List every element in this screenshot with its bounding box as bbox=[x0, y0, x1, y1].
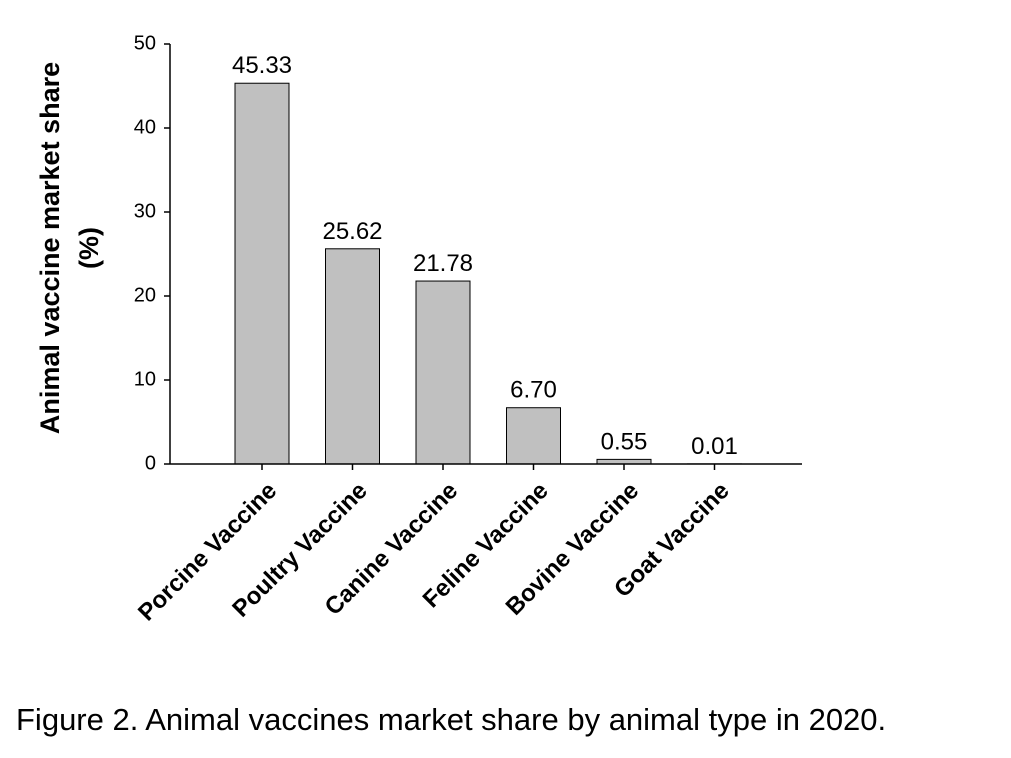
figure-caption: Figure 2. Animal vaccines market share b… bbox=[16, 702, 887, 737]
y-tick-label: 0 bbox=[145, 452, 156, 474]
x-axis-ticks bbox=[261, 464, 716, 470]
y-tick-label: 10 bbox=[134, 368, 156, 390]
bars bbox=[234, 82, 742, 465]
y-tick-label: 40 bbox=[134, 116, 156, 138]
y-axis-title-line: Animal vaccine market share bbox=[35, 62, 65, 434]
bar bbox=[325, 248, 380, 465]
data-label: 21.78 bbox=[413, 250, 473, 277]
y-axis-ticks: 0 10 20 30 40 50 bbox=[134, 32, 170, 474]
data-labels: 45.33 25.62 21.78 6.70 0.55 0.01 bbox=[232, 52, 738, 460]
data-label: 45.33 bbox=[232, 52, 292, 79]
bar bbox=[506, 407, 561, 465]
axes bbox=[169, 44, 802, 465]
data-label: 25.62 bbox=[322, 218, 382, 245]
data-label: 0.01 bbox=[691, 433, 738, 460]
y-tick-label: 20 bbox=[134, 284, 156, 306]
data-label: 0.55 bbox=[601, 428, 648, 455]
bar bbox=[415, 280, 471, 465]
y-axis-title-line: (%) bbox=[74, 227, 104, 269]
y-tick-label: 50 bbox=[134, 32, 156, 54]
bar bbox=[234, 82, 290, 465]
y-axis-title: Animal vaccine market share (%) bbox=[35, 62, 104, 434]
data-label: 6.70 bbox=[510, 377, 557, 404]
y-tick-label: 30 bbox=[134, 200, 156, 222]
bar-chart: Animal vaccine market share (%) 0 10 20 30 40… bbox=[35, 32, 802, 626]
